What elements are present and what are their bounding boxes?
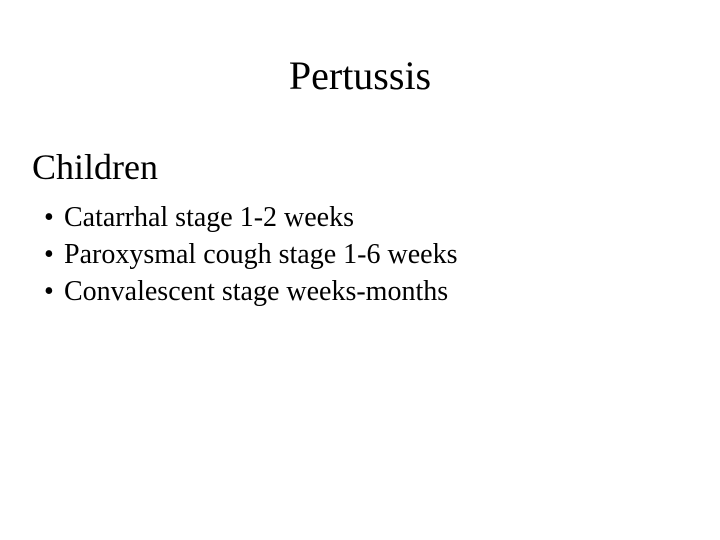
bullet-list: • Catarrhal stage 1-2 weeks • Paroxysmal… <box>38 200 457 311</box>
bullet-text: Convalescent stage weeks-months <box>64 274 457 309</box>
slide-title: Pertussis <box>0 52 720 99</box>
list-item: • Catarrhal stage 1-2 weeks <box>38 200 457 235</box>
list-item: • Convalescent stage weeks-months <box>38 274 457 309</box>
slide-subtitle: Children <box>32 146 158 188</box>
bullet-icon: • <box>38 237 64 272</box>
list-item: • Paroxysmal cough stage 1-6 weeks <box>38 237 457 272</box>
bullet-icon: • <box>38 274 64 309</box>
bullet-text: Paroxysmal cough stage 1-6 weeks <box>64 237 457 272</box>
bullet-icon: • <box>38 200 64 235</box>
bullet-text: Catarrhal stage 1-2 weeks <box>64 200 457 235</box>
slide: Pertussis Children • Catarrhal stage 1-2… <box>0 0 720 540</box>
